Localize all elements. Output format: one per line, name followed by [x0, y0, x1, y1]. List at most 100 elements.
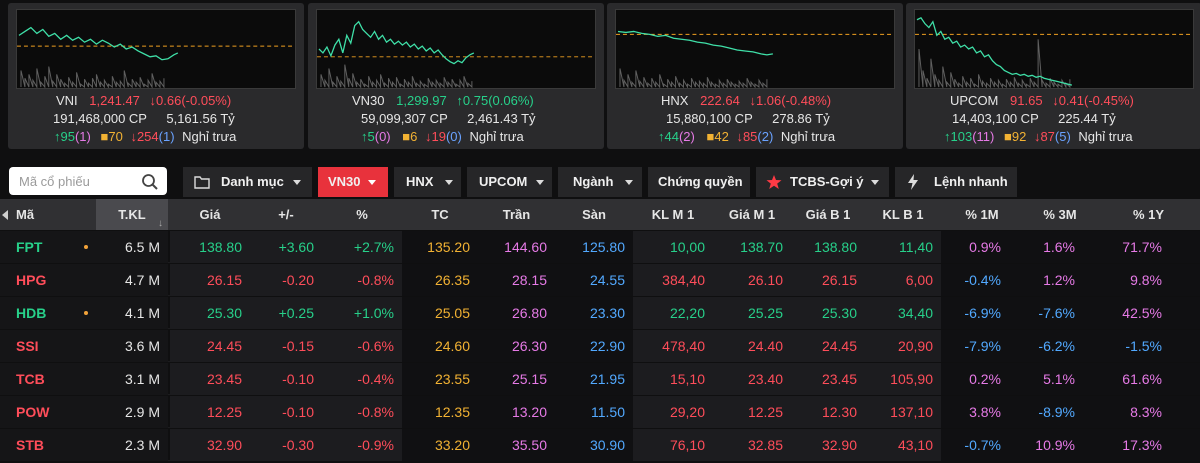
- col-header-ref[interactable]: TC: [431, 207, 449, 222]
- cell-ask-vol: 105,90: [865, 363, 941, 395]
- tab-tcbs-goi-y[interactable]: TCBS-Gợi ý: [756, 167, 889, 197]
- tab-label: HNX: [406, 174, 434, 189]
- cell-symbol[interactable]: TCB: [0, 363, 96, 395]
- cell-1m: -0.4%: [941, 264, 1023, 296]
- cell-ref: 24.60: [402, 330, 478, 362]
- advancers: 103: [950, 129, 973, 144]
- cell-1y: 42.5%: [1097, 297, 1200, 329]
- cell-ask-vol: 6,00: [865, 264, 941, 296]
- table-row[interactable]: HDB 4.1 M 25.30 +0.25 +1.0% 25.05 26.80 23.30 22…: [0, 297, 1200, 329]
- index-card-hnx[interactable]: HNX 222.64 ↓1.06(-0.48%) 15,880,100 CP 2…: [607, 3, 903, 149]
- col-header-3m[interactable]: % 3M: [1043, 207, 1077, 222]
- cell-1y: 61.6%: [1097, 363, 1200, 395]
- table-row[interactable]: POW 2.9 M 12.25 -0.10 -0.8% 12.35 13.20 11.50 29…: [0, 396, 1200, 428]
- col-header-percent[interactable]: %: [356, 207, 368, 222]
- cell-percent: -0.8%: [322, 396, 402, 428]
- col-header-ceiling[interactable]: Trần: [502, 207, 531, 222]
- caret-left-icon[interactable]: [2, 210, 8, 220]
- index-value: 91.65: [1010, 93, 1043, 108]
- cell-change: -0.20: [250, 264, 322, 296]
- cell-1y: 8.3%: [1097, 396, 1200, 428]
- cell-3m: -6.2%: [1023, 330, 1097, 362]
- cell-3m: 5.1%: [1023, 363, 1097, 395]
- cell-floor: 11.50: [555, 396, 633, 428]
- col-header-symbol[interactable]: Mã: [16, 207, 35, 222]
- arrow-down-icon: ↓: [749, 93, 756, 108]
- cell-volume: 6.5 M: [96, 231, 168, 263]
- col-header-volume[interactable]: T.KL ↓: [96, 199, 168, 230]
- decliners-floor: (2): [757, 129, 774, 144]
- col-header-ask-price[interactable]: Giá B 1: [805, 207, 851, 222]
- tab-lenh-nhanh[interactable]: Lệnh nhanh: [895, 167, 1017, 197]
- cell-percent: -0.9%: [322, 429, 402, 461]
- col-header-bid-vol[interactable]: KL M 1: [651, 207, 695, 222]
- cell-change: -0.15: [250, 330, 322, 362]
- cell-bid-vol: 478,40: [633, 330, 713, 362]
- advancers-ceiling: (11): [972, 129, 995, 144]
- table-row[interactable]: SSI 3.6 M 24.45 -0.15 -0.6% 24.60 26.30 22.90 47…: [0, 330, 1200, 362]
- index-card-vni[interactable]: VNI 1,241.47 ↓0.66(-0.05%) 191,468,000 C…: [8, 3, 304, 149]
- decliners: 87: [1040, 129, 1055, 144]
- table-row[interactable]: HPG 4.7 M 26.15 -0.20 -0.8% 26.35 28.15 24.55 38…: [0, 264, 1200, 296]
- cell-symbol[interactable]: FPT: [0, 231, 96, 263]
- tab-danh-muc[interactable]: Danh mục: [183, 167, 312, 197]
- cell-floor: 22.90: [555, 330, 633, 362]
- tab-hnx[interactable]: HNX: [394, 167, 461, 197]
- col-header-1y[interactable]: % 1Y: [1132, 207, 1165, 222]
- cell-symbol[interactable]: HPG: [0, 264, 96, 296]
- col-header-volume-label: T.KL: [118, 207, 146, 222]
- index-card-upcom[interactable]: UPCOM 91.65 ↓0.41(-0.45%) 14,403,100 CP …: [906, 3, 1200, 149]
- tab-upcom[interactable]: UPCOM: [467, 167, 552, 197]
- unchanged: 42: [714, 129, 729, 144]
- tab-label: TCBS-Gợi ý: [790, 174, 864, 189]
- index-card-vn30[interactable]: VN30 1,299.97 ↑0.75(0.06%) 59,099,307 CP…: [308, 3, 604, 149]
- index-volume: 191,468,000 CP: [53, 111, 147, 126]
- index-value: 1,241.47: [89, 93, 140, 108]
- cell-symbol[interactable]: SSI: [0, 330, 96, 362]
- col-header-bid-price[interactable]: Giá M 1: [728, 207, 776, 222]
- session-status: Nghỉ trưa: [1078, 129, 1133, 144]
- cell-volume: 2.9 M: [96, 396, 168, 428]
- cell-bid-vol: 76,10: [633, 429, 713, 461]
- advancers-ceiling: (1): [74, 129, 91, 144]
- star-icon: [766, 175, 782, 189]
- index-value: 222.64: [700, 93, 740, 108]
- cell-ask-vol: 11,40: [865, 231, 941, 263]
- advancers: 44: [664, 129, 679, 144]
- index-chart-hnx: [615, 9, 895, 89]
- arrow-down-icon: ↓: [149, 93, 157, 108]
- cell-ceiling: 25.15: [478, 363, 555, 395]
- tab-vn30[interactable]: VN30: [318, 167, 388, 197]
- col-header-price[interactable]: Giá: [199, 207, 221, 222]
- cell-volume: 3.1 M: [96, 363, 168, 395]
- cell-ask-price: 23.45: [791, 363, 865, 395]
- cell-symbol[interactable]: HDB: [0, 297, 96, 329]
- cell-symbol[interactable]: POW: [0, 396, 96, 428]
- cell-bid-price: 12.25: [713, 396, 791, 428]
- cell-1y: 17.3%: [1097, 429, 1200, 461]
- col-header-1m[interactable]: % 1M: [965, 207, 999, 222]
- cell-ask-vol: 43,10: [865, 429, 941, 461]
- cell-ref: 12.35: [402, 396, 478, 428]
- table-row[interactable]: STB 2.3 M 32.90 -0.30 -0.9% 33.20 35.50 30.90 76…: [0, 429, 1200, 461]
- cell-ceiling: 26.80: [478, 297, 555, 329]
- tab-chung-quyen[interactable]: Chứng quyền: [648, 167, 750, 197]
- stock-search[interactable]: [9, 167, 167, 195]
- col-header-ask-vol[interactable]: KL B 1: [882, 207, 924, 222]
- index-name: UPCOM: [950, 93, 999, 108]
- index-change: 0.66(-0.05%): [156, 93, 232, 108]
- search-input[interactable]: [19, 172, 134, 190]
- table-row[interactable]: FPT 6.5 M 138.80 +3.60 +2.7% 135.20 144.60 125.…: [0, 231, 1200, 263]
- arrow-up-icon: ↑: [54, 129, 61, 144]
- cell-ask-price: 12.30: [791, 396, 865, 428]
- col-header-change[interactable]: +/-: [278, 207, 294, 222]
- col-header-floor[interactable]: Sàn: [582, 207, 606, 222]
- sort-down-icon[interactable]: ↓: [158, 218, 163, 229]
- cell-bid-price: 32.85: [713, 429, 791, 461]
- tab-nganh[interactable]: Ngành: [558, 167, 642, 197]
- cell-percent: -0.6%: [322, 330, 402, 362]
- table-row[interactable]: TCB 3.1 M 23.45 -0.10 -0.4% 23.55 25.15 21.95 15…: [0, 363, 1200, 395]
- cell-symbol[interactable]: STB: [0, 429, 96, 461]
- cell-percent: -0.8%: [322, 264, 402, 296]
- search-icon[interactable]: [141, 173, 159, 191]
